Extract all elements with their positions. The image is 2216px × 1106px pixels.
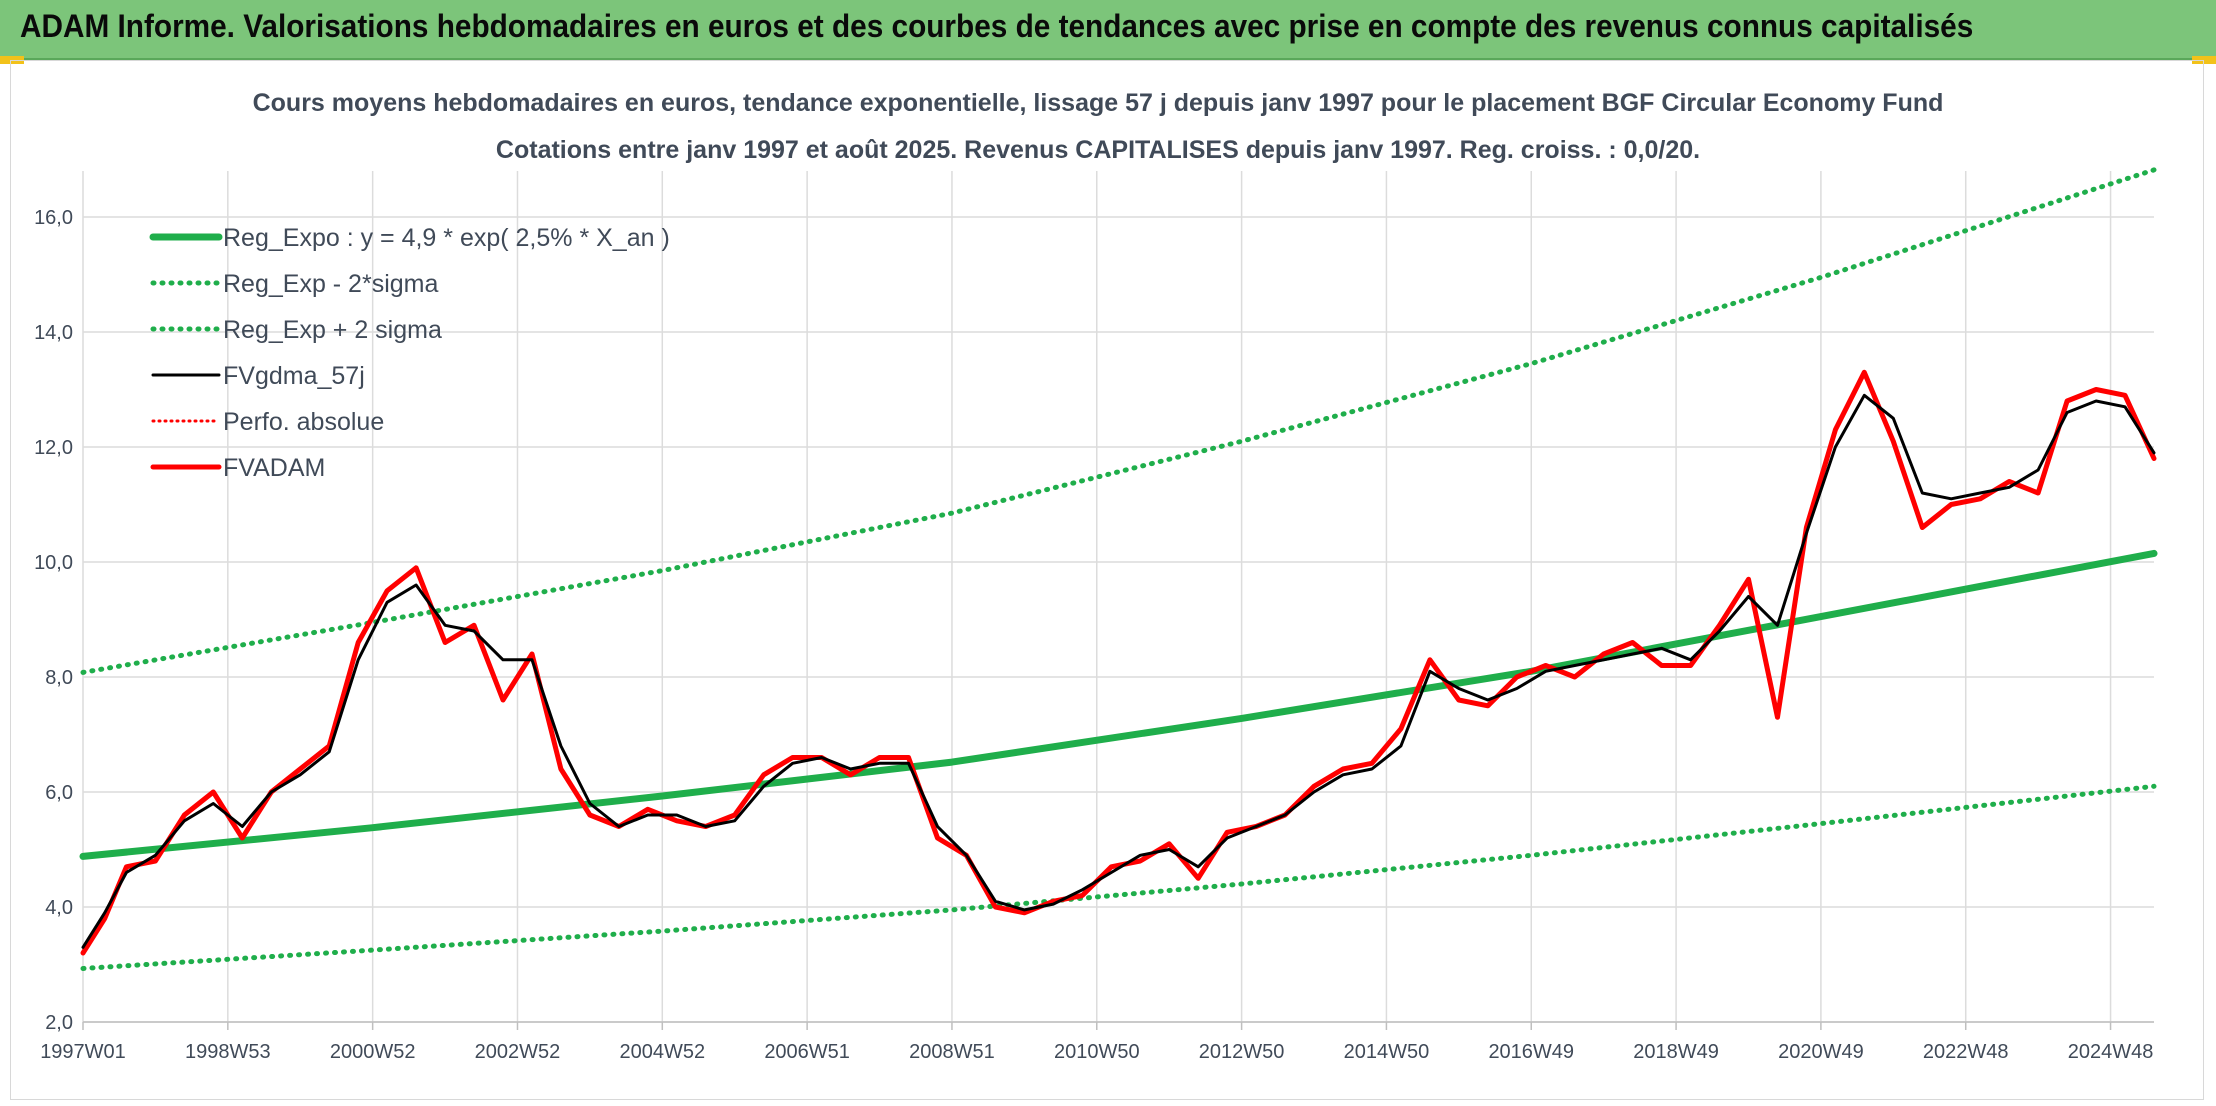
report-banner-title: ADAM Informe. Valorisations hebdomadaire… [20,8,1974,44]
report-banner: ADAM Informe. Valorisations hebdomadaire… [0,0,2216,60]
x-tick-label: 2000W52 [330,1041,416,1063]
x-tick-label: 2004W52 [619,1041,705,1063]
chart-subtitle: Cotations entre janv 1997 et août 2025. … [496,136,1700,164]
x-tick-label: 2010W50 [1054,1041,1140,1063]
y-tick-label: 6,0 [45,782,73,804]
y-axis-ticks: 2,0 4,0 6,0 8,0 10,0 12,0 14,0 16,0 [34,207,73,1034]
series-line-3 [81,393,2156,949]
x-tick-label: 2006W51 [764,1041,850,1063]
chart-title: Cours moyens hebdomadaires en euros, ten… [253,89,1944,117]
x-tick-label: 2002W52 [475,1041,561,1063]
x-tick-label: 2012W50 [1199,1041,1285,1063]
series-line-2 [80,167,2157,675]
x-tick-label: 2020W49 [1778,1041,1864,1063]
corner-accent-right [2192,56,2216,64]
y-tick-label: 2,0 [45,1012,73,1034]
series-line-0 [79,549,2158,860]
legend-label-5: FVADAM [223,454,325,482]
x-tick-label: 1998W53 [185,1041,271,1063]
legend-label-1: Reg_Exp - 2*sigma [223,270,438,298]
series-group [79,167,2158,971]
x-tick-label: 2022W48 [1923,1041,2009,1063]
grid-lines [82,171,2154,1030]
y-tick-label: 10,0 [34,552,73,574]
y-tick-label: 16,0 [34,207,73,229]
chart-frame: Cours moyens hebdomadaires en euros, ten… [10,60,2204,1100]
series-line-5 [80,369,2157,956]
x-tick-label: 2008W51 [909,1041,995,1063]
x-tick-label: 2018W49 [1633,1041,1719,1063]
line-chart: Cours moyens hebdomadaires en euros, ten… [34,89,2158,1063]
x-tick-label: 1997W01 [40,1041,126,1063]
y-tick-label: 4,0 [45,897,73,919]
y-tick-label: 12,0 [34,437,73,459]
y-tick-label: 14,0 [34,322,73,344]
legend-label-3: FVgdma_57j [223,362,365,390]
legend-label-4: Perfo. absolue [223,408,384,436]
x-tick-label: 2024W48 [2068,1041,2154,1063]
legend-label-0: Reg_Expo : y = 4,9 * exp( 2,5% * X_an ) [223,224,670,252]
y-tick-label: 8,0 [45,667,73,689]
legend: Reg_Expo : y = 4,9 * exp( 2,5% * X_an ) R… [149,224,670,482]
legend-label-2: Reg_Exp + 2 sigma [223,316,442,344]
series-line-1 [80,783,2157,971]
x-tick-label: 2016W49 [1488,1041,1574,1063]
x-tick-label: 2014W50 [1344,1041,1430,1063]
x-axis-ticks: 1997W01 1998W53 2000W52 2002W52 2004W52 2006W… [40,1041,2153,1063]
